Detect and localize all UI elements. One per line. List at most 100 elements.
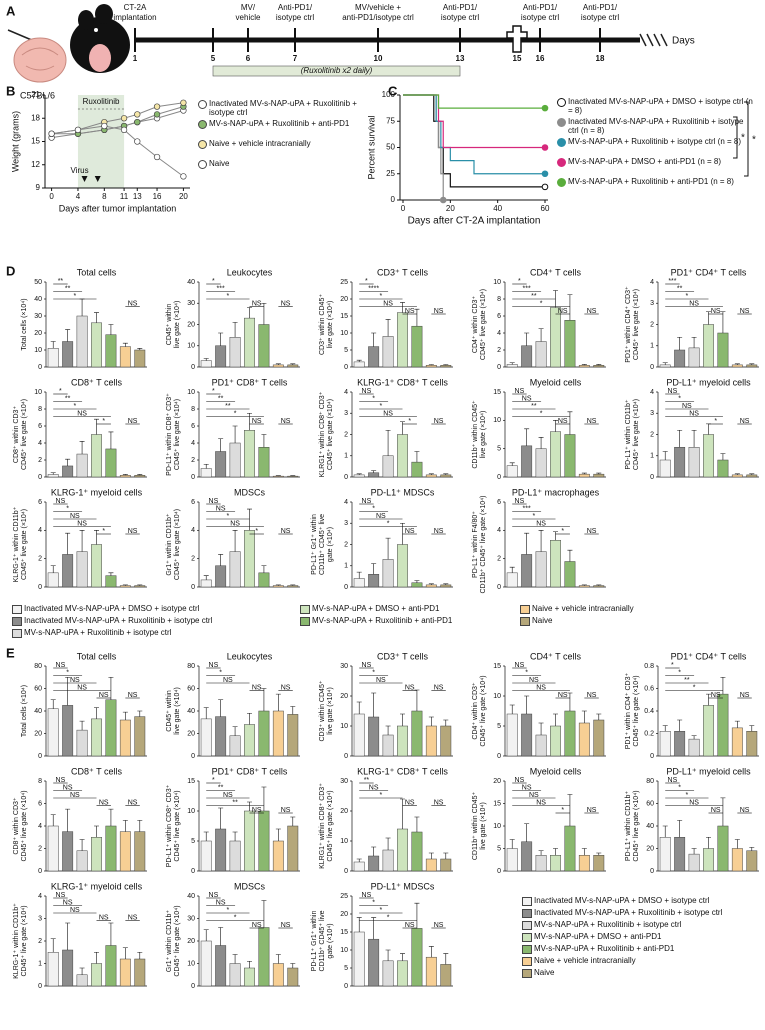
error-bar [275,954,281,964]
y-tick-label: 2 [650,321,654,328]
bar [47,348,59,368]
y-axis-label: CD45⁺ live gate (×10⁴) [633,399,640,470]
bar [368,472,380,478]
bar [353,861,365,872]
y-tick-label: 0 [497,364,501,371]
y-tick-label: 0 [344,868,348,875]
sig-label: NS [376,677,386,684]
sig-label: NS [434,684,444,691]
y-tick-label: 15 [493,389,501,396]
sig-label: NS [128,914,138,921]
bar [215,828,227,872]
bar [703,324,714,368]
error-bar [137,474,143,476]
sig-label: * [387,520,390,527]
sig-label: * [372,505,375,512]
y-axis-label: CD45⁺ live gate (×10⁴) [633,289,640,360]
sig-label: ** [218,395,224,402]
legend-entry: Inactivated MV-s-NAP-uPA + Ruxolitinib +… [568,117,744,135]
sig-label: ** [677,285,683,292]
error-bar [509,704,515,714]
bar [578,722,590,757]
bar [382,455,394,478]
error-bar [275,693,281,711]
bar [550,855,561,872]
y-axis-label: CD45⁺ live gate (×10⁴) [174,399,181,470]
point [101,122,108,130]
chart-title: PD-L1⁺ myeloid cells [666,766,751,776]
y-tick-label: 0 [191,364,195,371]
point [120,115,128,122]
legend-swatch [12,629,22,638]
legend-entry: Naive [532,616,553,625]
sig-label: NS [77,520,87,527]
error-bar [290,963,296,968]
bar [397,312,408,368]
error-bar [232,954,238,964]
y-tick-label: 21 [31,90,40,99]
sig-label: NS [434,528,444,535]
bar [382,336,394,368]
bar [119,475,131,478]
bar [119,585,131,588]
error-bar [371,846,377,856]
sig-label: NS [56,662,66,669]
y-tick-label: 20 [187,938,195,945]
chart-title: PD1⁺ CD8⁺ T cells [212,377,288,387]
y-tick-label: 8 [38,778,42,785]
sig-label: * [372,395,375,402]
y-tick-label: 20 [340,808,348,815]
bar [91,434,102,478]
error-bar [400,798,405,829]
chart-title: PD-L1⁺ MDSCs [371,487,435,497]
error-bar [567,794,573,826]
y-axis-label: gate (×10⁴) [327,923,334,958]
error-bar [371,470,377,473]
error-bar [371,332,377,347]
sig-label: * [212,777,215,784]
chart-title: Total cells [77,267,117,277]
sig-label: NS [77,410,87,417]
y-axis-label: CD11b⁺ CD45⁺ live gate (×10⁴) [480,495,487,593]
error-bar [553,713,558,726]
sig-label: NS [362,662,372,669]
day-label: 5 [211,54,216,63]
y-tick-label: 3 [38,915,42,922]
sig-label: NS [522,784,532,791]
error-bar [356,701,362,714]
y-tick-label: 40 [34,708,42,715]
error-bar [414,451,420,463]
error-bar [218,927,224,946]
legend-entry: Naive + vehicle intracranially [209,139,311,148]
error-bar [50,472,56,475]
y-tick-label: 2 [191,457,195,464]
x-tick-label: 20 [179,192,188,201]
chart-title: PD-L1⁺ macrophages [512,487,600,497]
point [153,153,161,161]
bar [593,473,605,478]
shade [77,95,125,188]
day-label: 15 [513,54,522,63]
day-label: 7 [293,54,298,63]
bar [258,810,270,872]
error-bar [371,692,377,717]
y-tick-label: 3 [650,410,654,417]
y-tick-label: 20 [340,693,348,700]
bar [564,561,576,588]
sig-label: * [678,784,681,791]
y-tick-label: 50 [386,143,395,152]
sig-label: NS [587,418,597,425]
sig-label: * [66,505,69,512]
sig-label: NS [281,922,291,929]
y-tick-label: 0 [38,868,42,875]
bar [229,840,241,872]
chart-title: PD-L1⁺ MDSCs [371,881,435,891]
sig-label: * [387,914,390,921]
error-bar [371,917,377,940]
sig-label: NS [70,677,80,684]
error-bar [414,816,420,832]
bar [674,447,686,478]
sig-label: NS [383,410,393,417]
legend-entry: Inactivated MV-s-NAP-uPA + Ruxolitinib +… [534,908,723,917]
legend-swatch [520,605,530,614]
